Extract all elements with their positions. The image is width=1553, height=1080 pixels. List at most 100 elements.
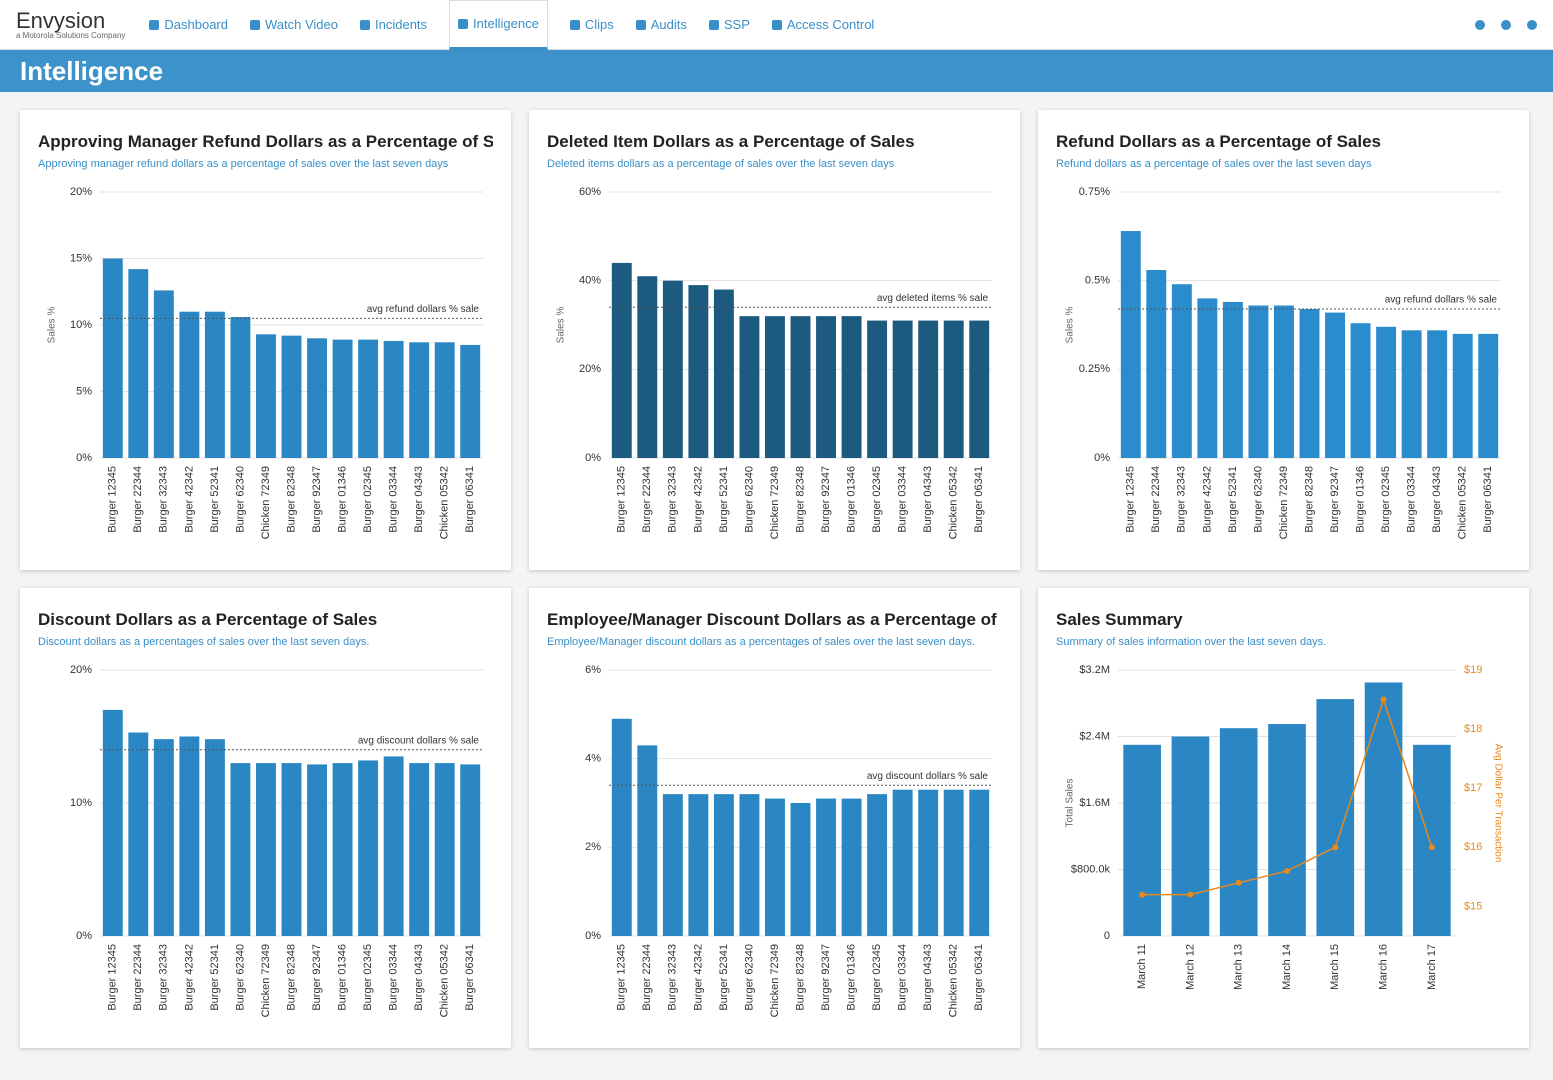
bar bbox=[918, 789, 939, 936]
bar bbox=[204, 311, 225, 458]
x-tick-label: Burger 04343 bbox=[413, 466, 425, 533]
bar bbox=[1268, 724, 1306, 936]
x-tick-label: Burger 42342 bbox=[692, 944, 704, 1011]
x-tick-label: Burger 62340 bbox=[234, 944, 246, 1011]
bar bbox=[662, 794, 683, 936]
x-tick-label: Burger 22344 bbox=[132, 466, 144, 533]
bar bbox=[256, 763, 276, 936]
x-tick-label: Burger 62340 bbox=[1252, 466, 1264, 533]
nav-icon bbox=[708, 19, 719, 30]
bar bbox=[102, 258, 123, 458]
bar bbox=[867, 794, 888, 936]
x-tick-label: Burger 02345 bbox=[871, 466, 883, 533]
x-tick-label: March 15 bbox=[1329, 944, 1341, 990]
y-tick-label: 60% bbox=[579, 186, 601, 198]
x-tick-label: Chicken 72349 bbox=[1278, 466, 1290, 539]
nav-item[interactable]: Incidents bbox=[360, 0, 427, 50]
bar bbox=[765, 316, 785, 458]
y2-tick-label: $18 bbox=[1464, 723, 1482, 735]
settings-icon[interactable] bbox=[1527, 19, 1537, 30]
average-label: avg deleted items % sale bbox=[877, 293, 989, 304]
line-point bbox=[1380, 696, 1387, 703]
line-point bbox=[1428, 844, 1435, 851]
logo[interactable]: Envysion a Motorola Solutions Company bbox=[16, 9, 125, 40]
x-tick-label: March 11 bbox=[1136, 944, 1148, 989]
bar bbox=[153, 739, 174, 936]
x-tick-label: Burger 04343 bbox=[1431, 466, 1443, 533]
y-tick-label: 6% bbox=[585, 664, 601, 676]
bar bbox=[1413, 744, 1451, 936]
nav-item[interactable]: Intelligence bbox=[449, 0, 548, 50]
x-tick-label: Burger 92347 bbox=[311, 944, 323, 1011]
x-tick-label: March 13 bbox=[1233, 944, 1245, 990]
nav-item[interactable]: Watch Video bbox=[250, 0, 338, 50]
x-tick-label: Burger 52341 bbox=[718, 466, 730, 533]
nav-icon bbox=[149, 19, 160, 30]
nav-label: Incidents bbox=[375, 17, 428, 32]
bar bbox=[892, 789, 913, 936]
x-tick-label: Chicken 72349 bbox=[769, 466, 781, 539]
nav-item[interactable]: SSP bbox=[708, 0, 750, 50]
nav-label: Dashboard bbox=[164, 17, 228, 32]
nav-item[interactable]: Audits bbox=[635, 0, 687, 50]
x-tick-label: Burger 06341 bbox=[1482, 466, 1494, 533]
line-point bbox=[1284, 867, 1290, 874]
nav-item[interactable]: Access Control bbox=[771, 0, 874, 50]
line-point bbox=[1187, 891, 1194, 898]
y-tick-label: 0% bbox=[585, 452, 601, 464]
y-tick-label: 0.5% bbox=[1085, 275, 1110, 287]
bar bbox=[179, 311, 200, 458]
x-tick-label: Burger 02345 bbox=[362, 944, 374, 1011]
bar bbox=[1376, 326, 1397, 458]
bar bbox=[1146, 270, 1167, 458]
y-tick-label: $3.2M bbox=[1079, 664, 1110, 676]
chart: 0% 0.25% 0.5% 0.75% Sales % Burger 12345 Burge… bbox=[1065, 186, 1501, 539]
help-icon[interactable] bbox=[1501, 19, 1511, 30]
bar bbox=[1401, 330, 1422, 458]
y-tick-label: 4% bbox=[585, 753, 601, 765]
x-tick-label: Burger 52341 bbox=[1227, 466, 1239, 533]
x-tick-label: Burger 02345 bbox=[871, 944, 883, 1011]
bar bbox=[943, 320, 964, 458]
y-tick-label: 20% bbox=[70, 186, 92, 198]
user-icon[interactable] bbox=[1475, 19, 1485, 30]
bar bbox=[383, 756, 404, 936]
bar bbox=[713, 794, 734, 936]
nav-item[interactable]: Dashboard bbox=[149, 0, 228, 50]
chart: 0% 5% 10% 15% 20% Sales % Burger 12345 Burger 2… bbox=[47, 186, 483, 539]
page-header: Intelligence bbox=[0, 50, 1553, 92]
bar bbox=[816, 316, 836, 458]
x-tick-label: Burger 92347 bbox=[1329, 466, 1341, 533]
bar bbox=[460, 344, 481, 458]
line-point bbox=[1332, 844, 1339, 851]
x-tick-label: Burger 12345 bbox=[616, 466, 628, 533]
bar bbox=[969, 320, 990, 458]
bar bbox=[662, 280, 683, 458]
chart: 0% 2% 4% 6% Burger 12345 Burger 22344 Burger 3… bbox=[585, 664, 992, 1017]
bar bbox=[332, 763, 353, 936]
bar bbox=[918, 320, 939, 458]
line-point bbox=[1235, 879, 1242, 886]
x-tick-label: Burger 01346 bbox=[845, 466, 857, 533]
bar bbox=[841, 316, 862, 458]
x-tick-label: Chicken 05342 bbox=[1457, 466, 1469, 539]
y-axis-label: Total Sales bbox=[1065, 779, 1076, 828]
nav-item[interactable]: Clips bbox=[569, 0, 614, 50]
bar bbox=[790, 803, 811, 936]
y-tick-label: 0% bbox=[76, 452, 92, 464]
nav-label: Audits bbox=[650, 17, 687, 32]
x-tick-label: Burger 12345 bbox=[1125, 466, 1137, 533]
chart-subtitle: Deleted items dollars as a percentage of… bbox=[547, 158, 895, 170]
bar bbox=[358, 760, 379, 936]
bar bbox=[969, 789, 990, 936]
y2-tick-label: $15 bbox=[1464, 900, 1482, 912]
x-tick-label: Burger 04343 bbox=[922, 944, 934, 1011]
x-tick-label: Burger 02345 bbox=[1380, 466, 1392, 533]
y-tick-label: 0% bbox=[76, 930, 92, 942]
bar bbox=[841, 798, 862, 936]
bar bbox=[230, 763, 251, 936]
chart-card: Refund Dollars as a Percentage of Sales R… bbox=[1038, 110, 1529, 570]
bar bbox=[358, 339, 379, 458]
bar bbox=[611, 262, 632, 458]
average-label: avg refund dollars % sale bbox=[1385, 295, 1498, 306]
